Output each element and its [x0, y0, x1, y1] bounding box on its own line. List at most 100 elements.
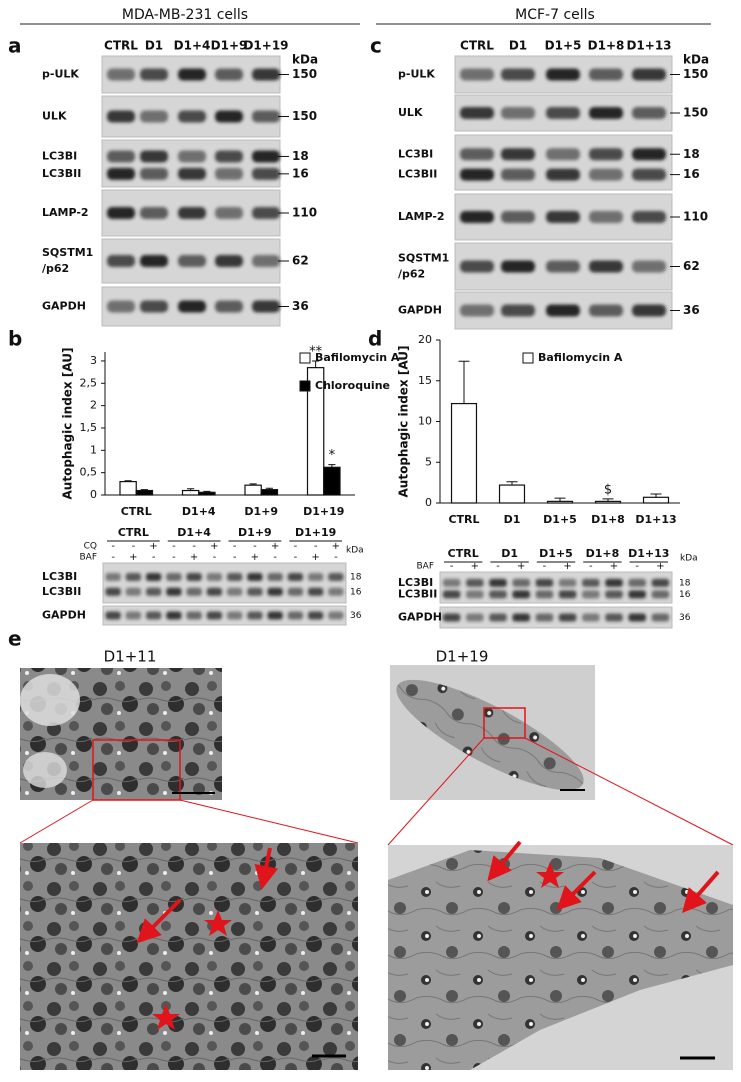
blot-band: [178, 110, 206, 123]
blot-band: [460, 304, 494, 317]
blot-band: [307, 611, 324, 620]
y-tick-label: 2,5: [80, 376, 98, 389]
blot-band: [501, 168, 535, 181]
treatment-sign: +: [190, 552, 198, 563]
blot-band: [605, 590, 623, 599]
blot-band: [632, 260, 666, 273]
row-label: GAPDH: [42, 609, 86, 622]
blot-band: [512, 613, 531, 622]
blot-band: [140, 255, 168, 267]
blot-band: [107, 150, 135, 163]
blot-band: [140, 68, 168, 81]
blot-band: [501, 68, 535, 81]
x-tick-label: D1+4: [182, 505, 216, 518]
blot-band: [546, 168, 580, 181]
row-label: LC3BII: [398, 587, 437, 600]
bar: [498, 484, 526, 504]
blot-band: [215, 68, 243, 81]
blot-band: [107, 110, 135, 123]
bar: [135, 489, 154, 496]
kda-label: 150: [292, 109, 317, 123]
bar: [244, 484, 262, 496]
blot-band: [252, 207, 280, 219]
blot-band: [605, 613, 623, 622]
treatment-sign: -: [294, 541, 298, 552]
blot-band: [140, 167, 168, 180]
x-tick-label: D1+13: [635, 513, 676, 526]
blot-band: [178, 167, 206, 180]
blot-band: [166, 573, 182, 581]
error-bar: [140, 489, 148, 491]
row-label: GAPDH: [398, 304, 442, 317]
lane-label: D1+9: [211, 39, 248, 53]
blot-band: [140, 150, 168, 163]
blot-band: [307, 573, 324, 581]
error-bar: [124, 480, 132, 482]
row-label: /p62: [398, 268, 425, 281]
treatment-sign: -: [111, 552, 115, 563]
treatment-sign: +: [563, 561, 571, 572]
blot-band: [105, 573, 121, 581]
row-label: LAMP-2: [42, 206, 89, 219]
blot-band: [107, 68, 135, 81]
blot-band: [252, 167, 280, 180]
lane-label: CTRL: [460, 39, 494, 53]
bar: [450, 402, 478, 504]
panel-letter: c: [370, 34, 382, 58]
treatment-sign: +: [210, 541, 218, 552]
blot-band: [546, 211, 580, 223]
blot-band: [252, 150, 280, 163]
error-bar: [650, 493, 662, 498]
blot-band: [589, 107, 623, 119]
blot-band: [546, 148, 580, 161]
blot-band: [460, 148, 494, 161]
blot-band: [125, 587, 142, 596]
blot-band: [489, 613, 507, 622]
row-label: p-ULK: [398, 68, 435, 81]
lane-label: D1+4: [174, 39, 211, 53]
treatment-sign: -: [334, 552, 338, 563]
treatment-sign: -: [543, 561, 547, 572]
treatment-sign: -: [152, 552, 156, 563]
y-tick-label: 2: [90, 399, 97, 412]
annotation: $: [604, 482, 612, 497]
blot-band: [206, 611, 223, 620]
blot-strip: [454, 134, 673, 191]
bar: [546, 500, 574, 504]
blot-band: [178, 300, 206, 313]
blot-band: [267, 587, 283, 596]
error-bar: [328, 464, 336, 468]
kda-label: 36: [350, 611, 362, 621]
lane-label: D1+13: [626, 39, 671, 53]
blot-band: [215, 167, 243, 180]
blot-band: [140, 300, 168, 313]
blot-band: [628, 613, 647, 622]
lane-label: D1: [145, 39, 163, 53]
treatment-sign: -: [589, 561, 593, 572]
y-tick-label: 0: [425, 496, 432, 509]
blot-band: [166, 587, 182, 596]
treatment-sign: +: [129, 552, 137, 563]
panel-letter: a: [8, 34, 22, 58]
blot-band: [558, 578, 577, 587]
blot-band: [589, 68, 623, 81]
row-label: /p62: [42, 262, 69, 275]
blot-band: [442, 578, 461, 587]
treatment-label: BAF: [79, 553, 97, 563]
legend-swatch: [299, 352, 311, 364]
blot-band: [215, 255, 243, 267]
kda-label: 18: [292, 149, 309, 163]
row-label: LC3BI: [42, 149, 77, 162]
em-inset: [388, 840, 733, 1070]
treatment-sign: -: [192, 541, 196, 552]
blot-band: [512, 578, 531, 587]
treatment-sign: -: [635, 561, 639, 572]
treatment-sign: -: [273, 552, 277, 563]
blot-band: [226, 573, 243, 581]
kda-label: 18: [350, 573, 362, 583]
blot-band: [328, 611, 344, 620]
bar: [198, 491, 216, 496]
blot-band: [252, 68, 280, 81]
kda-label: 36: [292, 299, 309, 313]
